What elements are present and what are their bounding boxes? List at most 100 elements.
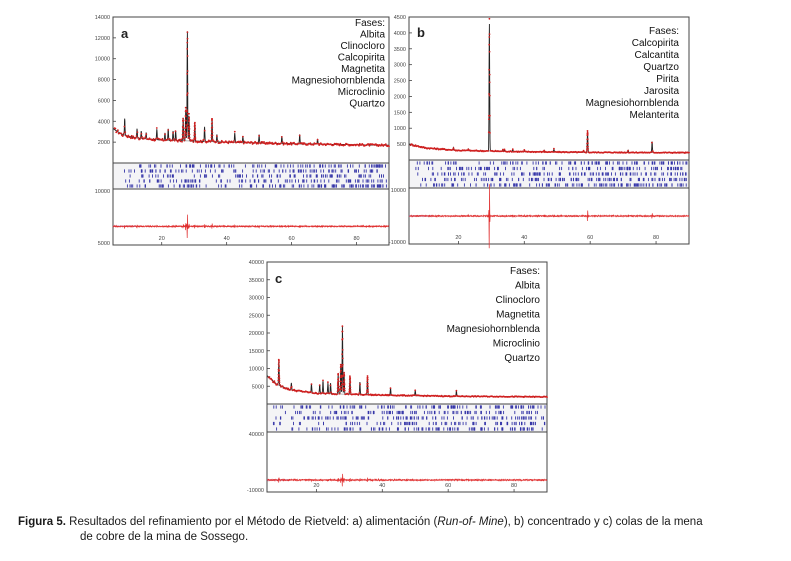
panel-a-label: a	[121, 26, 129, 41]
caption-text-part2: ), b) concentrado y c) colas de la mena	[503, 516, 703, 528]
observed-point	[343, 379, 346, 381]
x-tick-label: 20	[455, 235, 461, 241]
observed-point	[309, 142, 312, 145]
observed-point	[122, 132, 125, 135]
observed-point	[586, 150, 588, 152]
observed-point	[339, 376, 342, 378]
observed-point	[141, 136, 144, 138]
difference-curve	[408, 184, 690, 249]
observed-point	[210, 136, 213, 139]
observed-point	[455, 389, 458, 392]
legend-item: Calcopirita	[338, 53, 386, 64]
observed-point	[192, 141, 195, 144]
observed-point	[318, 144, 321, 147]
observed-point	[145, 133, 148, 136]
observed-point	[336, 393, 338, 396]
observed-point	[154, 139, 157, 142]
legend-item: Albita	[515, 281, 540, 292]
observed-point	[413, 394, 416, 396]
panel-a-diff-frame	[112, 188, 390, 246]
legend-item: Magnetita	[341, 64, 385, 75]
observed-point	[257, 142, 260, 145]
observed-point	[188, 119, 191, 121]
y-tick-label: 6000	[98, 98, 110, 104]
x-tick-label: 60	[587, 235, 593, 241]
observed-point	[186, 48, 189, 50]
observed-point	[522, 150, 525, 153]
caption-italic: Run-of- Mine	[437, 516, 504, 528]
observed-point	[209, 141, 212, 143]
observed-point	[337, 374, 340, 376]
observed-point	[366, 378, 369, 381]
observed-point	[367, 143, 370, 146]
observed-point	[116, 130, 118, 133]
observed-point	[172, 131, 175, 134]
observed-point	[358, 144, 360, 147]
observed-point	[187, 131, 190, 134]
observed-point	[126, 136, 129, 139]
caption-line-2: de cobre de la mina de Sossego.	[80, 530, 249, 543]
observed-point	[488, 68, 490, 71]
caption-label: Figura 5.	[18, 516, 66, 528]
observed-point	[287, 387, 290, 390]
observed-point	[451, 148, 454, 151]
observed-point	[185, 132, 188, 135]
observed-point	[151, 139, 154, 142]
observed-point	[341, 330, 344, 333]
observed-point	[186, 94, 188, 96]
observed-point	[318, 384, 321, 386]
observed-point	[358, 392, 361, 395]
observed-point	[488, 118, 490, 121]
observed-point	[342, 382, 344, 385]
observed-point	[488, 33, 491, 35]
legend-item: Pirita	[656, 74, 679, 85]
observed-point	[487, 150, 489, 152]
observed-point	[384, 143, 387, 146]
observed-point	[337, 377, 340, 380]
x-tick-label: 80	[353, 236, 359, 242]
observed-point	[343, 371, 345, 374]
y-tick-label: 1000	[394, 126, 406, 132]
observed-point	[211, 134, 214, 137]
panel-b: 500 1000 1500 2000 2500 3000 3500 4000 4500 10000…	[389, 15, 690, 249]
observed-point	[250, 141, 253, 144]
y-tick-label: 14000	[95, 15, 110, 21]
observed-point	[140, 132, 143, 135]
observed-point	[343, 389, 346, 392]
observed-point	[301, 142, 303, 144]
y-tick-label: 2500	[394, 79, 406, 85]
observed-point	[488, 73, 491, 76]
x-tick-label: 20	[313, 483, 319, 489]
observed-point	[193, 129, 196, 132]
observed-point	[278, 381, 281, 384]
observed-point	[185, 115, 187, 118]
observed-point	[211, 118, 214, 120]
observed-point	[298, 134, 301, 137]
observed-point	[349, 389, 352, 391]
observed-point	[182, 123, 185, 125]
observed-point	[114, 127, 117, 130]
legend-item: Jarosita	[644, 86, 679, 97]
observed-point	[489, 114, 491, 117]
observed-point	[366, 376, 369, 379]
observed-point	[501, 150, 503, 153]
observed-point	[173, 139, 176, 142]
observed-point	[388, 145, 390, 148]
observed-point	[185, 124, 188, 127]
observed-point	[268, 376, 271, 378]
panel-c: 5000 10000 15000 20000 25000 30000 35000 40000 4…	[247, 260, 548, 494]
x-tick-label: 40	[379, 483, 385, 489]
observed-point	[242, 135, 244, 138]
observed-point	[542, 151, 545, 153]
observed-point	[278, 361, 280, 363]
y-tick-label: 8000	[98, 78, 110, 84]
legend-item: Clinocloro	[496, 295, 541, 306]
observed-point	[343, 383, 346, 386]
observed-point	[117, 129, 119, 132]
observed-point	[211, 119, 213, 122]
observed-point	[365, 393, 368, 396]
y-tick-label: 4500	[394, 15, 406, 21]
observed-point	[285, 141, 288, 144]
observed-point	[185, 119, 187, 122]
observed-point	[135, 135, 138, 137]
